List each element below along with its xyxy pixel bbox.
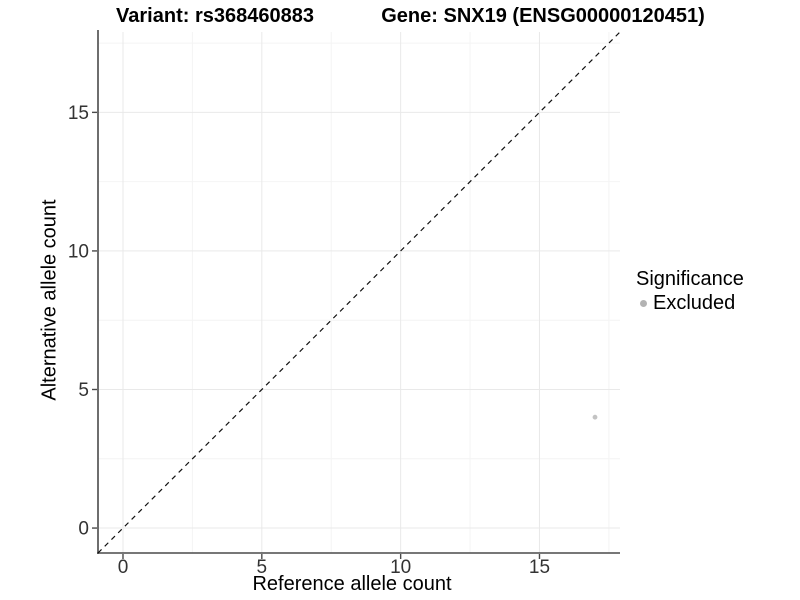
identity-line (97, 31, 621, 554)
x-tick-label: 5 (257, 557, 268, 578)
x-axis-title: Reference allele count (252, 573, 452, 595)
legend-entry-excluded: Excluded (636, 292, 744, 315)
legend-title: Significance (636, 268, 744, 290)
data-point (592, 414, 598, 420)
plot-title-variant: Variant: rs368460883 (116, 5, 314, 27)
legend-point-icon (640, 300, 647, 307)
plot-title-gene: Gene: SNX19 (ENSG00000120451) (381, 5, 705, 27)
y-tick-label: 5 (78, 380, 89, 401)
y-tick-label: 0 (78, 519, 89, 540)
x-tick-label: 15 (529, 557, 550, 578)
y-tick-label: 10 (68, 241, 89, 262)
y-tick-label: 15 (68, 103, 89, 124)
y-axis-title: Alternative allele count (38, 199, 61, 401)
legend-entry-label: Excluded (653, 292, 736, 314)
legend: Significance Excluded (636, 268, 744, 315)
x-tick-label: 10 (390, 557, 411, 578)
x-tick-label: 0 (118, 557, 129, 578)
